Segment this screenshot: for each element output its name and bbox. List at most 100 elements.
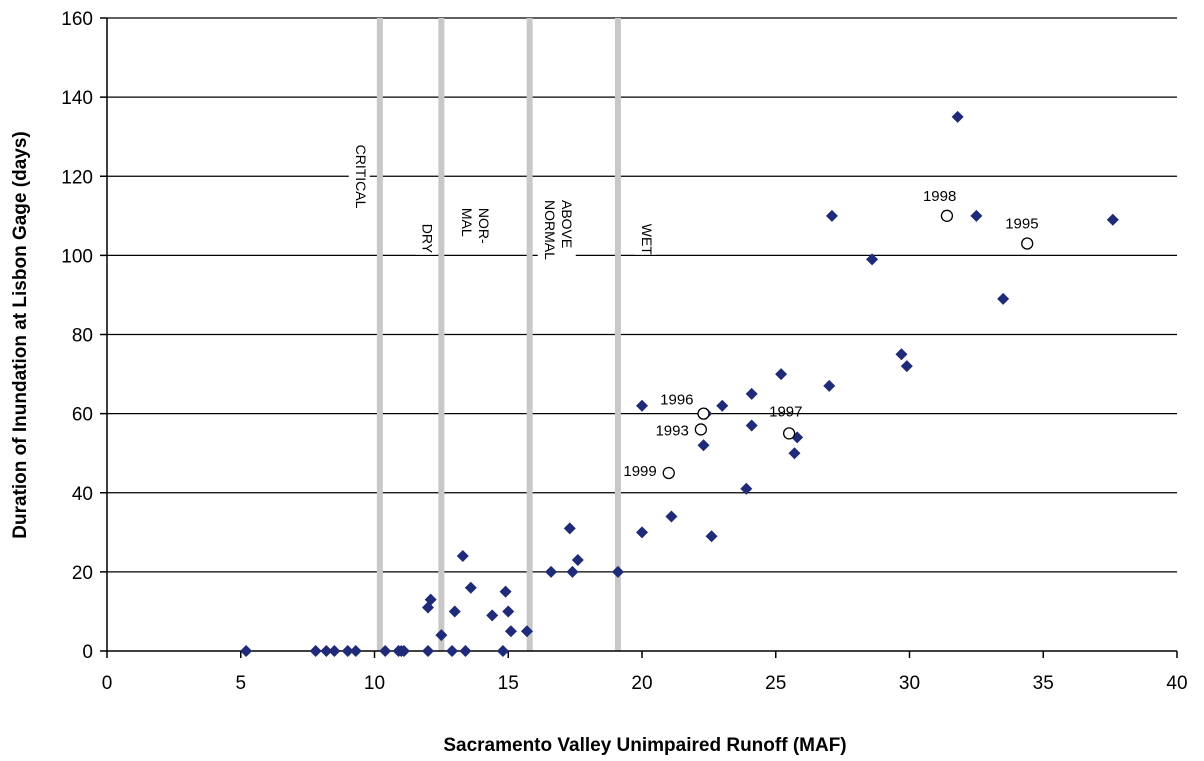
data-point-diamond	[486, 609, 499, 622]
data-point-diamond	[459, 645, 472, 657]
y-tick-label: 40	[72, 484, 93, 505]
data-point-diamond	[504, 625, 517, 638]
grid-lines	[107, 17, 1177, 573]
x-tick-label: 35	[1033, 673, 1054, 694]
zone-label: DRY	[415, 219, 437, 255]
data-point-diamond	[997, 292, 1010, 305]
data-point-diamond	[716, 399, 729, 412]
data-point-diamond	[424, 593, 437, 606]
y-axis-title: Duration of Inundation at Lisbon Gage (d…	[10, 131, 31, 538]
data-point-diamond	[951, 110, 964, 123]
y-tick-label: 60	[72, 405, 93, 426]
zone-label-text: ABOVE	[559, 200, 575, 248]
year-label: 1993	[655, 422, 688, 439]
zone-label-background	[348, 140, 370, 221]
x-tick-label: 25	[765, 673, 786, 694]
data-point-open-circle	[1021, 237, 1034, 250]
x-axis-title: Sacramento Valley Unimpaired Runoff (MAF…	[443, 735, 846, 756]
zone-label-text: DRY	[420, 224, 436, 254]
data-point-diamond	[448, 605, 461, 618]
zone-label-background	[415, 219, 437, 255]
data-point-diamond	[697, 439, 710, 452]
zone-label: WET	[635, 219, 656, 256]
year-label: 1996	[660, 392, 693, 409]
data-point-diamond	[665, 510, 678, 523]
data-point-diamond	[740, 482, 753, 495]
data-point-diamond	[825, 209, 838, 222]
data-point-diamond	[566, 565, 579, 578]
x-tick-label: 30	[899, 673, 920, 694]
data-point-diamond	[341, 645, 354, 657]
data-point-diamond	[900, 360, 913, 373]
x-tick-label: 40	[1166, 673, 1187, 694]
year-labels: 1999 1993 1996 1997 1998 1995	[623, 188, 1038, 480]
x-tick-label: 15	[498, 673, 519, 694]
data-point-diamond	[1106, 213, 1119, 226]
data-point-open-circle	[782, 427, 796, 440]
data-point-diamond	[397, 645, 410, 657]
data-point-diamond	[456, 550, 469, 563]
x-tick-label: 0	[102, 673, 113, 694]
data-point-diamond	[705, 530, 718, 543]
data-point-diamond	[823, 379, 836, 392]
data-point-open-circle	[694, 423, 707, 436]
zone-label-background	[635, 219, 656, 255]
data-point-diamond	[240, 645, 253, 657]
data-point-diamond	[775, 368, 788, 381]
data-point-diamond	[571, 554, 584, 567]
y-tick-label: 100	[61, 246, 93, 267]
year-label: 1997	[769, 403, 802, 420]
data-point-diamond	[788, 447, 801, 460]
y-tick-label: 0	[82, 642, 93, 663]
data-point-diamond	[636, 399, 648, 412]
data-point-diamond	[611, 565, 624, 578]
data-point-diamond	[435, 629, 448, 642]
zone-label-text: NORMAL	[542, 200, 558, 260]
data-point-diamond	[866, 253, 879, 266]
data-point-diamond	[496, 645, 509, 657]
zone-label-background	[454, 203, 493, 248]
year-label: 1999	[623, 463, 656, 480]
data-point-diamond	[446, 645, 459, 657]
zone-label: NOR-MAL	[454, 203, 493, 248]
data-point-diamond	[499, 585, 512, 598]
data-point-diamond	[309, 645, 322, 657]
zone-label-text: MAL	[459, 208, 475, 237]
data-point-diamond	[545, 565, 558, 578]
year-label: 1995	[1005, 216, 1038, 233]
data-point-diamond	[895, 348, 908, 361]
data-point-diamond	[464, 581, 477, 594]
data-point-open-circle	[697, 407, 710, 420]
x-tick-label: 10	[364, 673, 385, 694]
water-year-zone-lines	[376, 18, 621, 651]
data-point-open-circle	[662, 466, 675, 480]
data-point-diamond	[328, 645, 341, 657]
axes	[100, 17, 1178, 658]
data-point-diamond	[520, 625, 533, 638]
y-tick-label: 140	[61, 88, 93, 109]
y-tick-label: 160	[61, 9, 93, 30]
y-tick-label: 120	[61, 167, 93, 188]
zone-label: CRITICAL	[348, 140, 370, 221]
zone-label-text: WET	[639, 224, 655, 256]
data-point-diamond	[422, 645, 434, 657]
data-point-diamond	[745, 419, 758, 432]
data-point-diamond	[636, 526, 648, 539]
y-tick-label: 20	[72, 563, 93, 584]
zone-label-background	[537, 195, 576, 258]
data-point-diamond	[745, 387, 758, 400]
x-tick-label: 5	[235, 673, 246, 694]
data-points	[240, 110, 1119, 657]
x-tick-label: 20	[631, 673, 652, 694]
year-label: 1998	[923, 188, 956, 205]
data-point-diamond	[349, 645, 362, 657]
data-point-open-circle	[940, 209, 954, 222]
data-point-diamond	[563, 522, 576, 535]
tick-labels: 0 20 40 60 80 100 120 140 160 0 5 10 15 20 25 30 35 40	[61, 9, 1187, 694]
data-point-diamond	[502, 605, 515, 618]
data-point-diamond	[320, 645, 333, 657]
data-point-diamond	[379, 645, 392, 657]
